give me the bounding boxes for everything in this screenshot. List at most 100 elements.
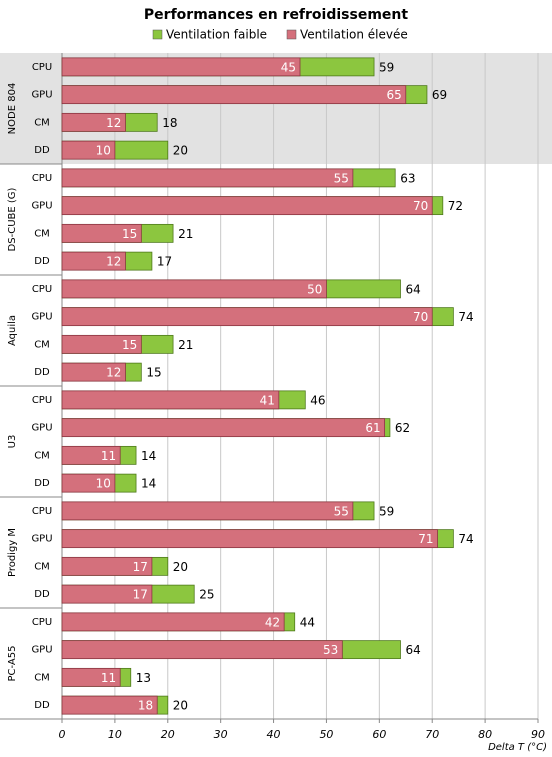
value-label: 50 <box>307 282 322 296</box>
group-label: U3 <box>7 435 18 449</box>
value-label: 20 <box>173 699 188 713</box>
y-tick-label: DD <box>34 367 50 378</box>
chart-title: Performances en refroidissement <box>144 7 408 23</box>
value-label: 18 <box>162 116 177 130</box>
value-label: 64 <box>405 643 420 657</box>
y-tick-label: CM <box>34 450 50 461</box>
y-tick-label: GPU <box>31 423 52 434</box>
group-label: Aquila <box>7 315 18 346</box>
value-label: 25 <box>199 588 214 602</box>
y-tick-label: CM <box>34 228 50 239</box>
bar <box>61 85 407 105</box>
x-tick-label: 90 <box>531 728 545 741</box>
bar <box>61 584 153 604</box>
y-tick-label: CM <box>34 672 50 683</box>
bar <box>61 168 354 188</box>
y-tick-label: CPU <box>32 62 52 73</box>
legend-label: Ventilation faible <box>166 28 267 42</box>
x-tick-label: 70 <box>425 728 439 741</box>
value-label: 10 <box>96 477 111 491</box>
y-tick-label: CPU <box>32 173 52 184</box>
y-tick-label: DD <box>34 256 50 267</box>
value-label: 15 <box>122 227 137 241</box>
value-label: 14 <box>141 477 156 491</box>
x-tick-label: 40 <box>267 728 281 741</box>
bar <box>61 307 433 327</box>
value-label: 59 <box>379 60 394 74</box>
bar <box>61 334 142 354</box>
value-label: 42 <box>265 615 280 629</box>
bar <box>61 223 142 243</box>
value-label: 15 <box>122 338 137 352</box>
bar <box>61 112 126 132</box>
y-tick-label: CPU <box>32 506 52 517</box>
bar <box>61 612 285 632</box>
legend-label: Ventilation élevée <box>300 28 408 42</box>
bar <box>61 529 438 549</box>
bar <box>61 556 153 576</box>
bar <box>61 279 327 299</box>
y-tick-label: CPU <box>32 284 52 295</box>
value-label: 17 <box>133 588 148 602</box>
value-label: 74 <box>458 532 473 546</box>
bar <box>61 473 116 493</box>
x-tick-label: 80 <box>478 728 492 741</box>
y-tick-label: DD <box>34 700 50 711</box>
value-label: 11 <box>101 449 116 463</box>
y-tick-label: GPU <box>31 534 52 545</box>
value-label: 71 <box>418 532 433 546</box>
value-label: 10 <box>96 144 111 158</box>
value-label: 41 <box>260 393 275 407</box>
y-tick-label: CM <box>34 561 50 572</box>
value-label: 44 <box>300 615 315 629</box>
value-label: 15 <box>146 366 161 380</box>
y-tick-label: CPU <box>32 395 52 406</box>
group-label: NODE 804 <box>7 83 18 135</box>
value-label: 65 <box>386 88 401 102</box>
y-tick-label: DD <box>34 145 50 156</box>
value-label: 18 <box>138 699 153 713</box>
x-tick-label: 30 <box>214 728 228 741</box>
value-label: 21 <box>178 227 193 241</box>
value-label: 70 <box>413 310 428 324</box>
value-label: 53 <box>323 643 338 657</box>
legend-swatch <box>286 29 297 40</box>
y-tick-label: GPU <box>31 312 52 323</box>
y-tick-label: DD <box>34 478 50 489</box>
y-tick-label: GPU <box>31 645 52 656</box>
value-label: 63 <box>400 171 415 185</box>
bar <box>61 390 280 410</box>
bar <box>61 667 121 687</box>
value-label: 45 <box>281 60 296 74</box>
bar <box>61 501 354 521</box>
group-label: Prodigy M <box>7 528 18 577</box>
value-label: 72 <box>448 199 463 213</box>
value-label: 55 <box>334 504 349 518</box>
y-tick-label: CPU <box>32 617 52 628</box>
y-tick-label: CM <box>34 339 50 350</box>
value-label: 74 <box>458 310 473 324</box>
value-label: 14 <box>141 449 156 463</box>
group-label: DS-CUBE (G) <box>7 187 18 251</box>
value-label: 46 <box>310 393 325 407</box>
value-label: 21 <box>178 338 193 352</box>
x-tick-label: 60 <box>372 728 386 741</box>
value-label: 12 <box>106 366 121 380</box>
group-label: PC-A55 <box>7 646 18 682</box>
bar <box>61 445 121 465</box>
bar <box>61 251 126 271</box>
value-label: 62 <box>395 421 410 435</box>
value-label: 69 <box>432 88 447 102</box>
value-label: 17 <box>133 560 148 574</box>
value-label: 64 <box>405 282 420 296</box>
value-label: 20 <box>173 560 188 574</box>
y-tick-label: GPU <box>31 90 52 101</box>
value-label: 55 <box>334 171 349 185</box>
bar <box>61 418 386 438</box>
bar <box>61 362 126 382</box>
bar <box>61 57 301 77</box>
value-label: 17 <box>157 255 172 269</box>
bar <box>61 695 158 715</box>
bar <box>61 640 343 660</box>
